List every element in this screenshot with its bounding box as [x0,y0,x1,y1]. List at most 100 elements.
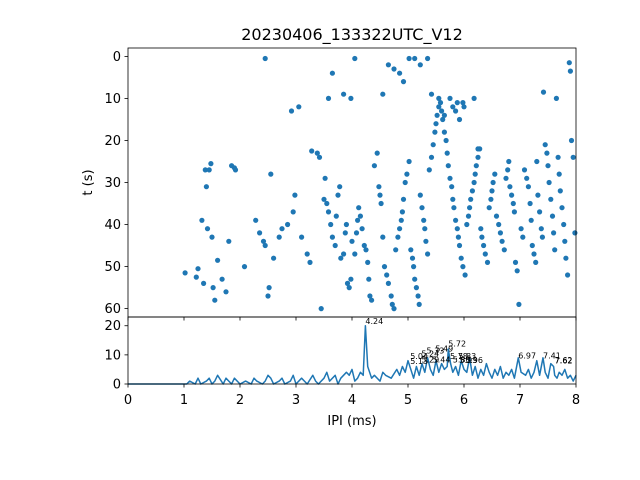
scatter-point [257,230,263,236]
scatter-point [397,70,403,76]
scatter-point [325,95,332,101]
x-tick-label: 6 [460,393,468,408]
scatter-point [482,251,488,257]
scatter-point [546,179,552,186]
scatter-point [328,221,334,228]
scatter-point [268,171,274,177]
scatter-point [226,238,232,244]
scatter-point [361,242,367,249]
scatter-point [501,247,507,253]
scatter-point [381,264,388,270]
scatter-point [206,167,212,173]
scatter-point [209,234,215,240]
scatter-point [290,209,296,215]
scatter-point [307,259,313,265]
x-tick-label: 3 [292,393,300,408]
scatter-point [465,213,472,219]
scatter-point [506,158,512,165]
scatter-point [357,213,363,219]
scatter-point [430,142,436,148]
scatter-point [490,179,496,186]
scatter-point [531,251,537,257]
scatter-point [524,175,530,181]
x-tick-label: 7 [516,393,524,408]
scatter-point [425,55,431,62]
scatter-point [337,184,343,190]
scatter-point [556,171,562,177]
peak-annotation: 5.83 [458,352,476,361]
scatter-point [409,255,416,261]
peak-annotation: 5.78 [450,352,468,361]
scatter-point [389,301,395,307]
scatter-point [416,301,422,307]
scatter-point [525,184,532,190]
scatter-point [507,184,513,190]
y-tick-label: 50 [104,260,121,275]
y-tick-label: 20 [104,134,121,149]
scatter-point [534,158,540,165]
scatter-point [455,234,461,240]
scatter-point [441,129,447,135]
scatter-point [509,192,515,198]
scatter-point [182,270,188,276]
scatter-point [271,255,277,261]
scatter-point [342,230,348,236]
scatter-point [391,66,397,72]
scatter-point [570,154,576,160]
peak-annotation: 5.72 [448,340,466,349]
y-tick-label: 30 [104,176,121,191]
scatter-point [377,192,383,198]
y-tick-label: 60 [104,302,121,317]
scatter-point [341,251,347,257]
scatter-point [456,116,463,123]
scatter-point [512,259,519,265]
scatter-point [265,293,271,299]
scatter-point [204,226,211,232]
y-tick-label: 0 [113,378,121,393]
scatter-point [353,230,360,236]
scatter-point [404,171,410,177]
scatter-point [565,272,571,278]
scatter-point [537,209,543,215]
scatter-point [505,167,511,173]
scatter-point [518,226,524,232]
x-tick-label: 2 [236,393,244,408]
x-tick-label: 8 [572,393,580,408]
scatter-point [203,184,209,190]
scatter-point [212,297,218,303]
peak-annotation: 5.13 [410,357,428,366]
scatter-point [411,264,417,270]
scatter-point [499,238,505,244]
y-tick-label: 40 [104,218,121,233]
scatter-point [473,163,479,169]
scatter-point [417,192,423,198]
scatter-point [329,234,335,240]
peak-annotation: 5.24 [421,350,439,359]
scatter-point [567,68,574,74]
scatter-point [316,154,323,160]
scatter-point [542,142,548,148]
scatter-point [454,100,460,106]
scatter-point [202,167,208,173]
scatter-point [450,104,456,110]
scatter-point [356,205,362,211]
scatter-point [425,251,431,257]
scatter-point [346,285,352,291]
scatter-point [422,226,428,232]
peak-annotation: 5.33 [427,347,445,356]
scatter-point [561,221,567,228]
scatter-point [436,104,442,110]
scatter-point [352,251,358,257]
scatter-point [557,188,563,194]
scatter-point [559,205,565,211]
scatter-point [539,234,546,240]
scatter-point [563,255,569,261]
scatter-point [369,297,375,303]
scatter-point [285,221,291,228]
scatter-point [475,146,481,152]
scatter-point [376,184,382,190]
scatter-point [415,293,421,299]
scatter-point [318,306,324,312]
